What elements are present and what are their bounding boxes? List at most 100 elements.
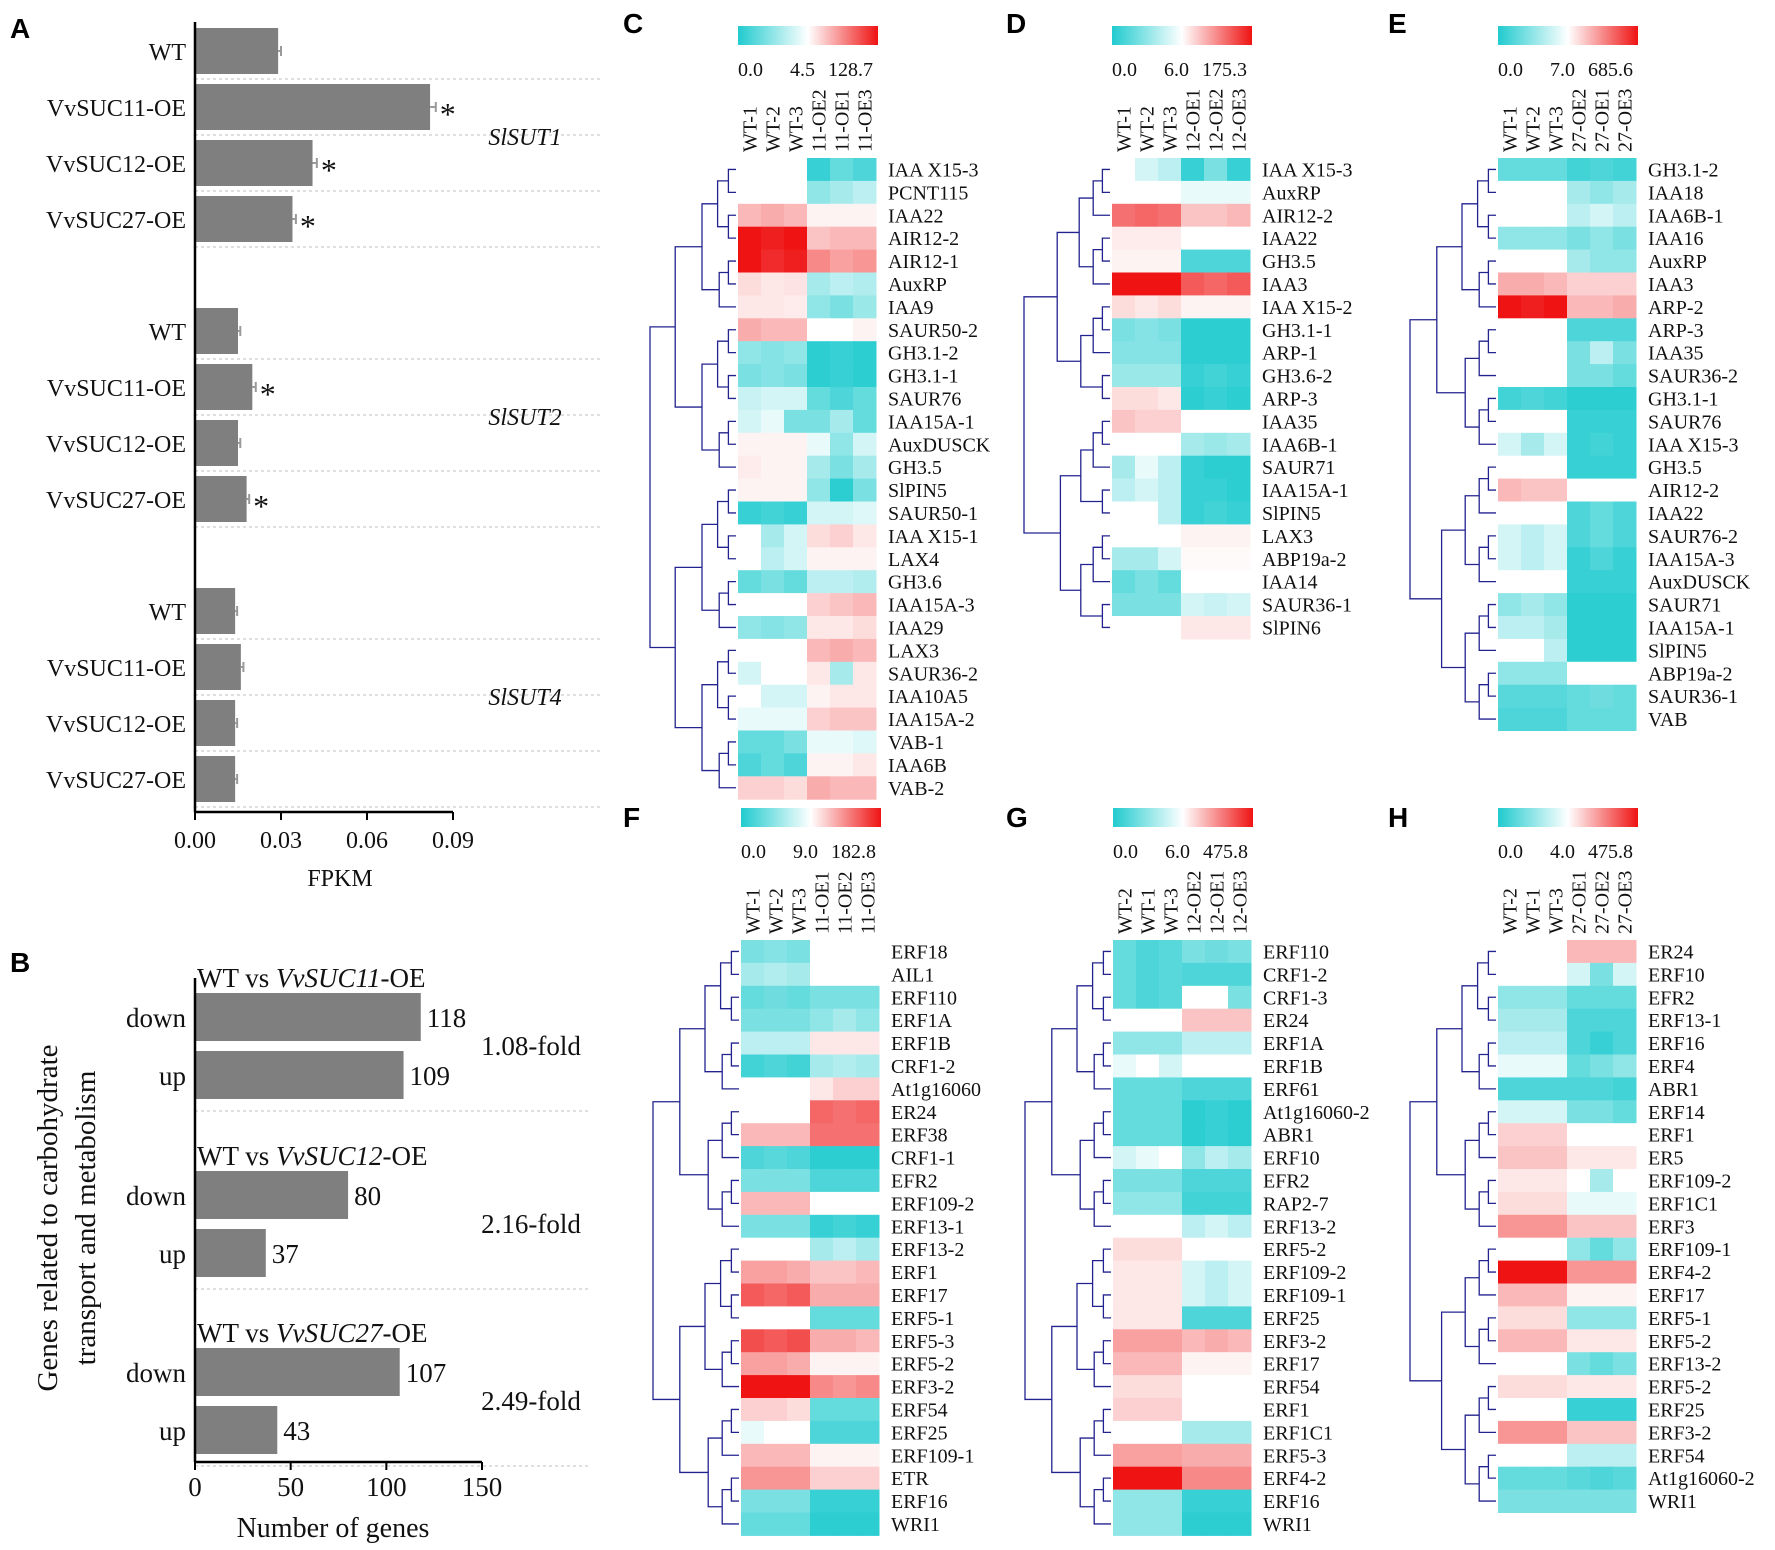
color-scale-bar xyxy=(738,26,878,45)
heatmap-cell xyxy=(853,387,877,411)
heatmap-cell xyxy=(856,940,880,964)
heatmap-cell xyxy=(764,1283,788,1307)
dendrogram-branch xyxy=(704,985,723,1073)
heatmap-cell xyxy=(1182,1214,1206,1239)
row-label: WRI1 xyxy=(1648,1491,1697,1513)
row-label: SAUR76 xyxy=(888,388,961,410)
heatmap-cell xyxy=(1567,940,1591,964)
heatmap-cell xyxy=(1613,1260,1637,1284)
legend-max-label: 475.8 xyxy=(1203,841,1248,863)
heatmap-cell xyxy=(1182,1123,1206,1147)
heatmap-cell xyxy=(1498,1420,1522,1445)
column-label: WT-1 xyxy=(1500,106,1522,152)
heatmap-cell xyxy=(856,1077,880,1101)
heatmap-cell xyxy=(738,295,762,319)
dendrogram-branch xyxy=(1487,1317,1496,1342)
heatmap-cell xyxy=(1544,940,1568,964)
heatmap-cell xyxy=(1544,478,1568,502)
heatmap-cell xyxy=(1521,318,1545,342)
legend-mid-label: 9.0 xyxy=(793,841,818,863)
row-label: VAB-1 xyxy=(888,732,944,754)
row-label: EFR2 xyxy=(1648,987,1695,1009)
heatmap-cell xyxy=(1136,1329,1160,1353)
row-label: ERF4 xyxy=(1648,1056,1695,1078)
heatmap-cell xyxy=(853,684,877,709)
row-label: IAA6B-1 xyxy=(1262,434,1338,456)
heatmap-cell xyxy=(738,341,762,365)
heatmap-cell xyxy=(1544,661,1568,686)
heatmap-cell xyxy=(1498,524,1522,548)
heatmap-cell xyxy=(738,661,762,686)
dendrogram-branch xyxy=(1079,1437,1095,1508)
row-label: GH3.1-1 xyxy=(1262,320,1333,342)
dendrogram-branch xyxy=(1101,168,1110,193)
value-label-down: 80 xyxy=(354,1181,381,1211)
heatmap-cell xyxy=(741,1123,765,1147)
dendrogram-branch xyxy=(730,1408,739,1433)
row-label: ERF1A xyxy=(891,1010,953,1032)
x-tick-label: 150 xyxy=(462,1472,503,1502)
heatmap-cell xyxy=(784,455,808,480)
heatmap-cell xyxy=(1613,1054,1637,1078)
heatmap-cell xyxy=(1498,547,1522,571)
row-label: ABP19a-2 xyxy=(1262,549,1346,571)
heatmap-cell xyxy=(764,1008,788,1033)
heatmap-cell xyxy=(1498,1306,1522,1330)
heatmap-cell xyxy=(833,1008,857,1033)
dendrogram-branch xyxy=(1024,1101,1052,1401)
dendrogram-branch xyxy=(1478,546,1496,583)
heatmap-cell xyxy=(787,1466,811,1491)
heatmap-cell xyxy=(1498,1123,1522,1147)
heatmap-cell xyxy=(1181,180,1205,205)
heatmap-cell xyxy=(830,547,854,571)
column-label: 11-OE3 xyxy=(855,89,877,152)
heatmap-cell xyxy=(738,432,762,457)
heatmap-cell xyxy=(1112,593,1136,617)
dendrogram-branch xyxy=(1461,985,1480,1073)
heatmap-cell xyxy=(1228,1489,1252,1513)
heatmap-cell xyxy=(1181,616,1205,640)
heatmap-cell xyxy=(1228,1512,1252,1536)
heatmap-cell xyxy=(787,1123,811,1147)
heatmap-cell xyxy=(761,707,785,731)
heatmap-cell xyxy=(764,1420,788,1445)
heatmap-cell xyxy=(830,272,854,296)
heatmap-cell xyxy=(741,1398,765,1422)
row-label: WRI1 xyxy=(1263,1514,1312,1536)
heatmap-cell xyxy=(810,1466,834,1491)
heatmap-cell xyxy=(761,364,785,388)
dendrogram-branch xyxy=(727,535,736,560)
heatmap-cell xyxy=(1112,547,1136,571)
row-label: ERF10 xyxy=(1263,1148,1320,1170)
heatmap-cell xyxy=(1181,387,1205,411)
heatmap-cell xyxy=(741,1054,765,1078)
heatmap-cell xyxy=(810,1398,834,1422)
heatmap-cell xyxy=(1613,203,1637,228)
row-label: ERF16 xyxy=(891,1491,948,1513)
heatmap-cell xyxy=(1521,962,1545,987)
heatmap-cell xyxy=(1567,158,1591,182)
heatmap-cell xyxy=(1204,432,1228,457)
heatmap-cell xyxy=(1159,1352,1183,1376)
heatmap-cell xyxy=(1136,1489,1160,1513)
heatmap-cell xyxy=(1590,684,1614,709)
heatmap-cell xyxy=(853,707,877,731)
legend-min-label: 0.0 xyxy=(1498,841,1523,863)
heatmap-cell xyxy=(1158,455,1182,480)
heatmap-cell xyxy=(1204,409,1228,434)
heatmap-cell xyxy=(738,318,762,342)
heatmap-cell xyxy=(787,1512,811,1536)
dendrogram-branch xyxy=(1478,1259,1496,1296)
heatmap-cell xyxy=(1613,940,1637,964)
heatmap-cell xyxy=(1613,524,1637,548)
heatmap-cell xyxy=(1613,638,1637,663)
row-label: ERF13-2 xyxy=(1648,1354,1721,1376)
row-label: IAA14 xyxy=(1262,572,1318,594)
heatmap-cell xyxy=(833,1237,857,1262)
heatmap-cell xyxy=(1521,432,1545,457)
heatmap-cell xyxy=(1136,1352,1160,1376)
heatmap-cell xyxy=(1498,409,1522,434)
bar-SlSUT2-3 xyxy=(195,476,247,522)
row-label: ERF4-2 xyxy=(1648,1262,1711,1284)
heatmap-cell xyxy=(1113,1100,1137,1124)
